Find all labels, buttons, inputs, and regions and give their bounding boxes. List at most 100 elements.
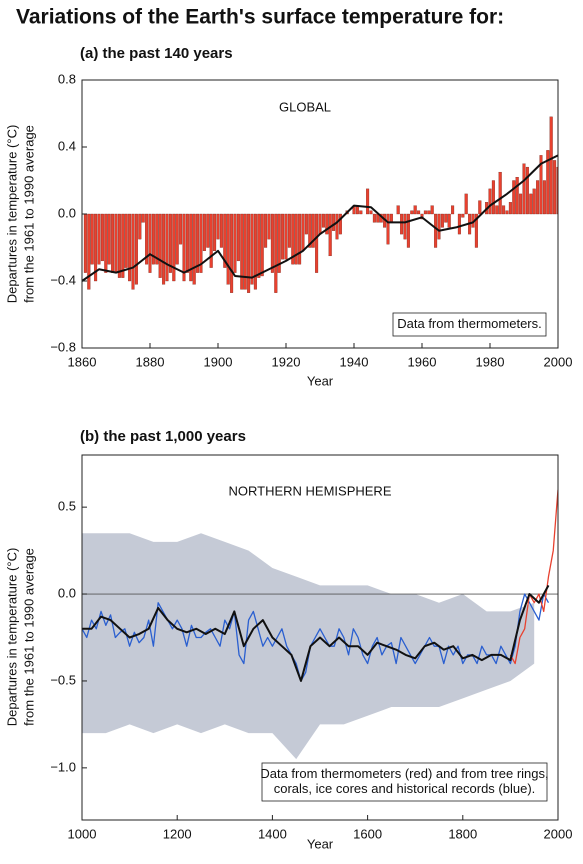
bar [372, 213, 376, 223]
bar [318, 213, 322, 235]
bar [556, 166, 558, 215]
line [509, 489, 558, 665]
bar [260, 213, 264, 277]
line [82, 154, 558, 282]
bar [179, 213, 183, 245]
figure-title: Variations of the Earth's surface temper… [16, 6, 504, 29]
bar [529, 193, 533, 215]
bar [175, 213, 179, 265]
y-axis-label: Departures in temperature (°C) [4, 548, 19, 727]
y-tick-label: −0.4 [50, 272, 76, 287]
x-tick-label: 1400 [258, 826, 287, 841]
bar [267, 213, 271, 240]
bar [291, 213, 295, 265]
note-text: Data from thermometers. [397, 316, 542, 331]
y-axis-label: from the 1961 to 1990 average [21, 548, 36, 726]
bar [138, 213, 142, 240]
bar [321, 213, 325, 228]
bar [338, 213, 342, 235]
bar [406, 213, 410, 248]
y-tick-label: 0.8 [58, 71, 76, 86]
bar [427, 210, 431, 215]
bar [158, 213, 162, 278]
x-tick-label: 2000 [544, 826, 573, 841]
bar [97, 213, 101, 265]
plot-frame [81, 454, 559, 821]
y-tick-label: 0.4 [58, 138, 76, 153]
note-text: corals, ice cores and historical records… [274, 781, 536, 796]
bar [491, 180, 495, 215]
bar [168, 213, 172, 273]
y-axis-label: Departures in temperature (°C) [4, 125, 19, 304]
bar [155, 213, 159, 265]
note-text: Data from thermometers (red) and from tr… [260, 766, 548, 781]
bar [243, 213, 247, 290]
bar [90, 213, 94, 265]
x-tick-label: 1920 [272, 354, 301, 369]
bar [233, 213, 237, 273]
bar [196, 213, 200, 273]
bar [311, 213, 315, 248]
bar [505, 210, 509, 215]
bar [512, 180, 516, 215]
x-tick-label: 1800 [448, 826, 477, 841]
bar [104, 213, 108, 273]
bar [423, 210, 427, 215]
bar [396, 205, 400, 215]
x-tick-label: 1900 [204, 354, 233, 369]
bar [274, 213, 278, 293]
x-tick-label: 1960 [408, 354, 437, 369]
annotation: GLOBAL [279, 99, 331, 114]
bar [270, 213, 274, 273]
bar [444, 213, 448, 223]
bar [417, 210, 421, 215]
y-tick-label: 0.0 [58, 205, 76, 220]
bar [128, 213, 132, 282]
bar [498, 171, 502, 215]
bar [148, 213, 152, 273]
y-tick-label: 0.5 [58, 499, 76, 514]
bar [209, 213, 213, 268]
bar [488, 188, 492, 215]
bar [226, 213, 230, 285]
bar [461, 213, 465, 218]
bar [121, 213, 125, 278]
bar [213, 213, 217, 251]
bar [277, 213, 281, 273]
x-tick-label: 1880 [136, 354, 165, 369]
uncertainty-band [82, 533, 535, 760]
bar [257, 213, 261, 278]
x-axis-label: Year [307, 836, 334, 851]
x-tick-label: 1980 [476, 354, 505, 369]
bar [400, 213, 404, 235]
x-tick-label: 1200 [163, 826, 192, 841]
bar [532, 188, 536, 215]
bar [542, 180, 546, 215]
y-tick-label: 0.0 [58, 585, 76, 600]
bar [539, 155, 543, 215]
bar [131, 213, 135, 290]
y-tick-label: −1.0 [50, 759, 76, 774]
bar [107, 213, 111, 265]
bar [223, 213, 227, 268]
bar [165, 213, 169, 282]
bar [410, 210, 414, 215]
bar [434, 213, 438, 248]
bar [83, 213, 87, 273]
bar [284, 213, 288, 260]
bar [325, 213, 329, 235]
plot-area [82, 116, 558, 293]
bar [87, 213, 91, 290]
bar [236, 213, 240, 262]
bar [457, 213, 461, 235]
bar [389, 213, 393, 223]
plot-area [82, 489, 558, 760]
bar [519, 193, 523, 215]
bar [250, 213, 254, 285]
bar [328, 213, 332, 257]
bar [359, 210, 363, 215]
annotation: NORTHERN HEMISPHERE [228, 483, 391, 498]
bar [304, 213, 308, 235]
